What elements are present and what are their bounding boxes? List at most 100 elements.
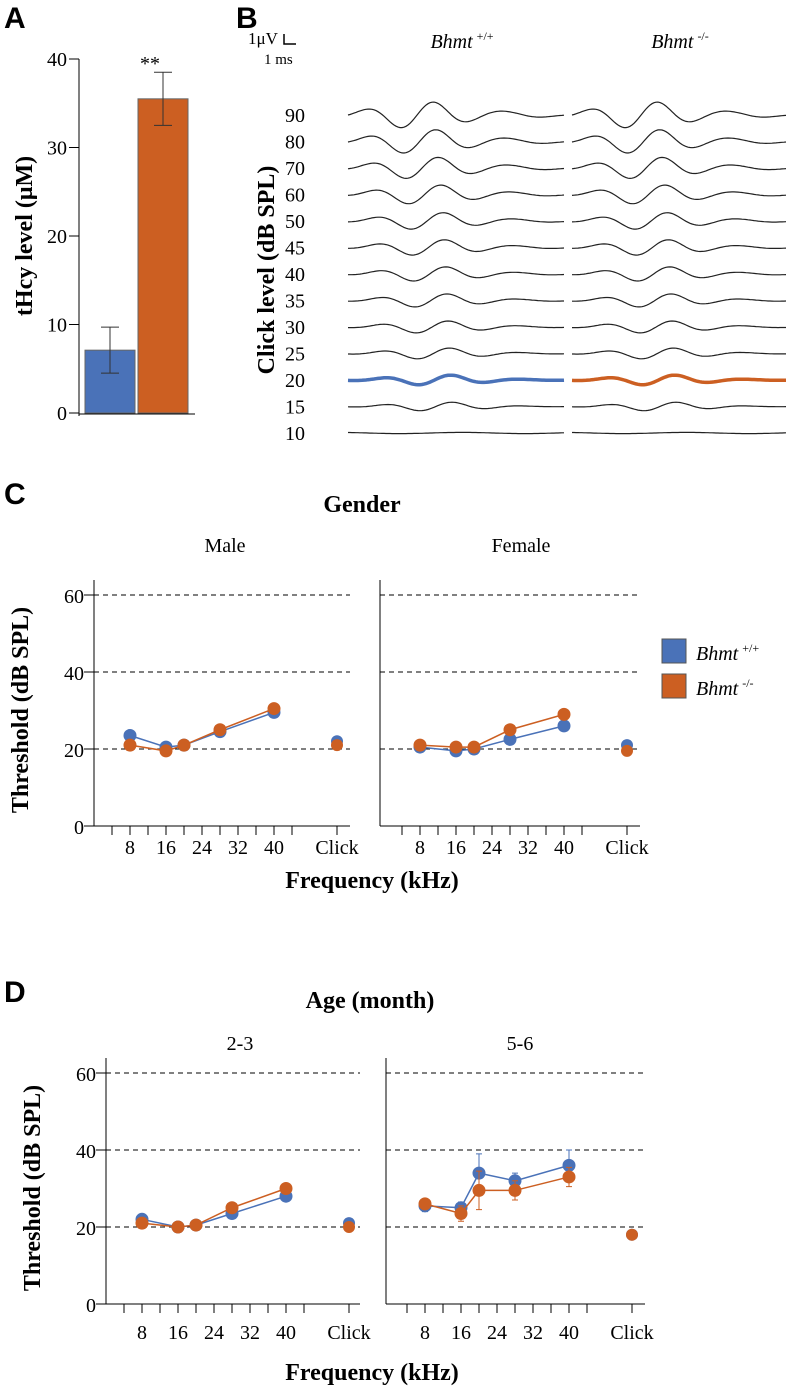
abr-trace — [347, 212, 565, 230]
level-label: 30 — [285, 317, 305, 339]
x-tick-label: 40 — [559, 1322, 579, 1344]
series-line — [424, 1164, 570, 1209]
x-tick-label: 24 — [192, 837, 212, 859]
y-tick-label: 0 — [86, 1295, 96, 1317]
panel-d-chart: 0 20 40 60 8 16 24 32 40 Click 8 16 24 32 40 Click — [76, 1058, 654, 1344]
series-line — [424, 1176, 570, 1215]
y-tick-label: 0 — [74, 817, 84, 839]
data-point — [267, 702, 281, 716]
legend-label-wt: Bhmt +/+ — [696, 641, 759, 665]
x-tick-label: Click — [327, 1322, 370, 1344]
abr-trace — [347, 129, 565, 154]
panel-b-traces: 90 80 70 60 50 45 40 35 30 25 20 15 10 — [285, 101, 787, 445]
click-data-point — [343, 1221, 355, 1233]
scale-bar — [283, 34, 296, 45]
abr-trace — [572, 431, 787, 435]
panel-c-ylabel: Threshold (dB SPL) — [8, 607, 34, 813]
data-point — [562, 1158, 576, 1172]
abr-trace — [347, 401, 564, 412]
data-point — [123, 738, 137, 752]
data-point — [503, 723, 517, 737]
data-point — [177, 738, 191, 752]
data-point — [557, 719, 571, 733]
level-label: 60 — [285, 185, 305, 207]
abr-trace — [348, 266, 565, 282]
level-label: 45 — [285, 238, 305, 260]
y-tick-label: 60 — [64, 586, 84, 608]
abr-trace — [572, 320, 786, 334]
x-tick-label: 40 — [554, 837, 574, 859]
panel-label-a: A — [4, 2, 26, 35]
data-point — [562, 1170, 576, 1184]
column-title-wt: Bhmt +/+ — [430, 29, 493, 53]
abr-trace — [572, 239, 787, 256]
threshold-trace — [571, 373, 786, 387]
x-tick-label: 32 — [240, 1322, 260, 1344]
y-tick-label: 20 — [76, 1218, 96, 1240]
panel-b-ylabel: Click level (dB SPL) — [254, 166, 280, 375]
threshold-trace — [347, 373, 565, 387]
x-tick-label: 8 — [137, 1322, 147, 1344]
level-label: 35 — [285, 291, 305, 313]
click-data-point — [331, 739, 343, 752]
panel-a-chart: 0 10 20 30 40 — [47, 49, 195, 425]
panel-c-title: Gender — [323, 492, 401, 518]
panel-d-sub-5-6: 5-6 — [507, 1033, 534, 1055]
y-tick-label: 20 — [47, 226, 67, 248]
x-tick-label: 16 — [168, 1322, 188, 1344]
y-tick-label: 40 — [76, 1141, 96, 1163]
data-point — [225, 1201, 239, 1215]
scale-bar-time: 1 ms — [264, 52, 293, 68]
panel-label-c: C — [4, 478, 26, 511]
level-label: 10 — [285, 423, 305, 445]
x-tick-label: 16 — [451, 1322, 471, 1344]
panel-label-d: D — [4, 976, 26, 1009]
x-tick-label: 40 — [276, 1322, 296, 1344]
data-point — [508, 1183, 522, 1197]
x-tick-label: 8 — [420, 1322, 430, 1344]
abr-trace — [571, 129, 787, 154]
abr-trace — [571, 156, 787, 180]
error-bar — [154, 71, 172, 126]
abr-trace — [348, 239, 565, 256]
abr-trace — [347, 101, 565, 129]
data-point — [123, 729, 137, 743]
data-point — [454, 1207, 468, 1221]
panel-d-sub-2-3: 2-3 — [227, 1033, 254, 1055]
data-point — [413, 738, 427, 752]
data-point — [449, 740, 463, 754]
x-tick-label: 32 — [523, 1322, 543, 1344]
y-tick-label: 30 — [47, 138, 67, 160]
y-tick-label: 10 — [47, 315, 67, 337]
x-tick-label: 8 — [125, 837, 135, 859]
x-tick-label: 32 — [518, 837, 538, 859]
panel-c-sub-female: Female — [492, 535, 551, 557]
abr-trace — [572, 266, 787, 282]
data-point — [418, 1197, 432, 1211]
series-line — [141, 1195, 287, 1228]
data-point — [213, 723, 227, 737]
panel-c-xlabel: Frequency (kHz) — [285, 868, 459, 894]
series-line — [129, 707, 275, 752]
y-tick-label: 40 — [64, 663, 84, 685]
panel-d-xlabel: Frequency (kHz) — [285, 1360, 459, 1386]
abr-trace — [348, 347, 565, 360]
level-label: 50 — [285, 211, 305, 233]
abr-trace — [347, 184, 565, 205]
y-tick-label: 60 — [76, 1064, 96, 1086]
column-title-ko: Bhmt -/- — [651, 29, 709, 53]
x-tick-label: 16 — [446, 837, 466, 859]
x-tick-label: 24 — [204, 1322, 224, 1344]
level-label: 70 — [285, 158, 305, 180]
x-tick-label: 32 — [228, 837, 248, 859]
panel-label-b: B — [236, 2, 258, 35]
x-tick-label: 16 — [156, 837, 176, 859]
x-tick-label: Click — [605, 837, 648, 859]
legend-swatch-ko — [661, 673, 687, 699]
level-label: 40 — [285, 264, 305, 286]
click-data-point — [626, 1228, 638, 1241]
bar — [137, 98, 189, 414]
data-point — [171, 1220, 185, 1234]
click-data-point — [621, 744, 633, 757]
